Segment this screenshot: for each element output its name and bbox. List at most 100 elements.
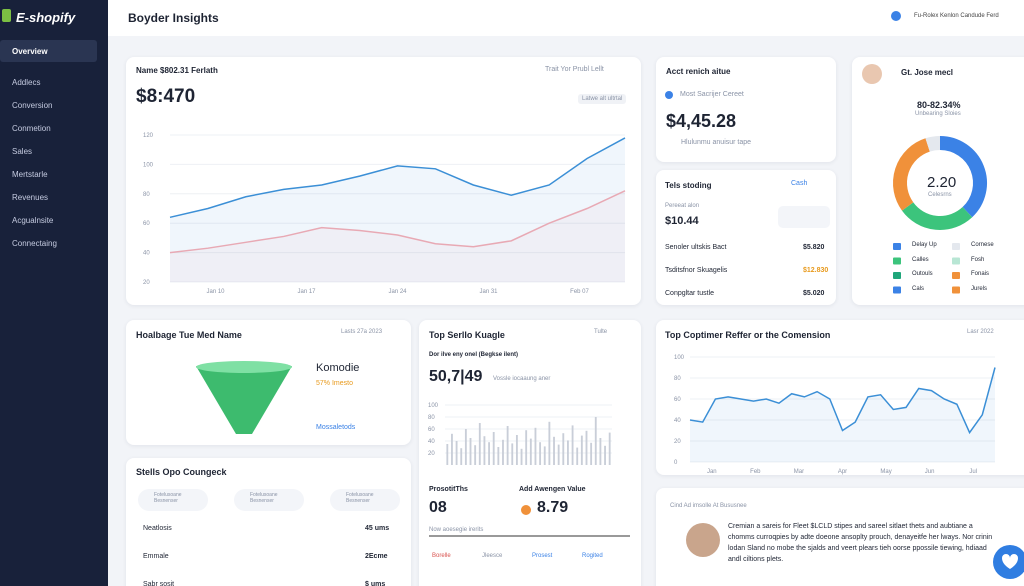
chips: Fotelusoane Besnenser	[346, 492, 374, 504]
name: Fonais	[971, 271, 990, 277]
card	[656, 170, 836, 305]
rows: Emmale	[143, 553, 169, 560]
donut-segment	[893, 138, 931, 211]
area-fill	[170, 137, 625, 282]
name: Fosh	[971, 256, 985, 263]
name: Komodie	[316, 362, 360, 374]
bar	[460, 448, 463, 465]
legend-swatch	[952, 243, 960, 250]
x-tick-label: Jan 10	[206, 289, 225, 295]
button: Latwe alt ultrtal	[578, 94, 627, 104]
date: Lasts 27a 2023	[341, 329, 383, 335]
bar	[557, 444, 560, 465]
bar	[455, 441, 458, 465]
title: Name $802.31 Ferlath	[136, 66, 218, 75]
x-tick-label: Jan 17	[297, 289, 316, 295]
name: Jurels	[971, 285, 988, 292]
bar	[599, 438, 602, 465]
sidebar	[0, 0, 108, 586]
bar	[571, 425, 574, 465]
items[interactable]: Addlecs	[12, 78, 41, 87]
title: Hoalbage Tue Med Name	[136, 330, 242, 340]
label-left: ProsotitThs	[429, 486, 468, 493]
legend-swatch	[952, 272, 960, 279]
bar	[469, 438, 472, 465]
tabs[interactable]: Rogited	[582, 553, 603, 559]
items[interactable]: Revenues	[12, 193, 49, 202]
y-tick-label: 120	[143, 133, 154, 139]
bar	[483, 436, 486, 465]
chip	[138, 489, 208, 511]
bar	[529, 438, 532, 465]
value: 50,7|49	[429, 368, 483, 385]
x-tick-label: Feb	[750, 469, 761, 475]
x-tick-label: Jul	[969, 469, 977, 475]
bar	[478, 423, 481, 465]
rows: $ ums	[365, 581, 386, 586]
funnel	[196, 366, 292, 434]
tabs[interactable]: Borelle	[432, 553, 451, 559]
y-tick-label: 20	[428, 451, 435, 457]
y-tick-label: 40	[428, 439, 435, 445]
rows: Neatlosis	[143, 525, 172, 532]
bar	[539, 442, 542, 465]
area-fill	[690, 367, 995, 462]
text: Cremian a sareis for Fleet $LCLD stipes …	[728, 523, 993, 563]
bell[interactable]	[891, 11, 901, 21]
header-bar	[108, 0, 1024, 36]
logo-icon	[2, 9, 11, 22]
bar	[488, 442, 490, 465]
bar	[497, 447, 500, 465]
items[interactable]: Connectaing	[12, 239, 57, 248]
bar	[585, 430, 588, 465]
avatar	[862, 64, 882, 84]
footer: Hlulunmu anuisur tape	[681, 139, 752, 146]
items[interactable]: Overview	[12, 47, 48, 56]
dropdown[interactable]	[778, 206, 830, 228]
bar	[576, 447, 579, 465]
bar	[594, 417, 597, 465]
y-tick-label: 20	[143, 280, 150, 286]
bar	[590, 442, 593, 465]
stat: 57% Imesto	[316, 380, 353, 387]
center-value: 2.20	[927, 174, 957, 191]
area-fill	[170, 190, 625, 282]
bar	[464, 429, 467, 465]
legend-swatch	[952, 286, 960, 294]
tabs[interactable]: Jleesce	[482, 553, 503, 559]
legend-swatch	[952, 257, 960, 265]
rows: $5.020	[803, 290, 825, 297]
y-tick-label: 80	[428, 415, 435, 421]
bar	[451, 433, 453, 465]
date: Lasr 2022	[967, 329, 994, 335]
rows: $5.820	[803, 244, 825, 251]
bar	[446, 444, 449, 465]
percent: 80-82.34%	[917, 100, 961, 110]
value-right: 8.79	[537, 499, 569, 516]
items[interactable]: Acgualnsite	[12, 216, 54, 225]
bar	[548, 421, 551, 465]
y-tick-label: 100	[674, 355, 685, 361]
items[interactable]: Sales	[12, 147, 33, 156]
bar	[502, 439, 504, 465]
rows: $12.830	[803, 267, 829, 274]
tabs[interactable]: Prosest	[532, 553, 553, 559]
name: Delay Up	[912, 242, 937, 248]
value: $8:470	[136, 86, 196, 107]
items[interactable]: Conmetion	[12, 124, 51, 133]
items[interactable]: Mertstarle	[12, 170, 48, 179]
rows: Senoler ultskis Bact	[665, 244, 727, 251]
name: Gt. Jose mecl	[901, 68, 954, 77]
title: Top Coptimer Reffer or the Comension	[665, 330, 831, 340]
foot-note: Now aoesegie irerits	[429, 527, 484, 533]
label-right: Add Awengen Value	[519, 486, 586, 493]
chips: Fotelusoane Besnenser	[154, 492, 182, 504]
donut-segment	[901, 202, 973, 230]
x-tick-label: Mar	[794, 469, 804, 475]
avatar	[686, 523, 720, 557]
bar	[580, 435, 583, 465]
donut-segment	[925, 136, 941, 152]
items[interactable]: Conversion	[12, 101, 53, 110]
link: Mossaletods	[316, 424, 356, 431]
